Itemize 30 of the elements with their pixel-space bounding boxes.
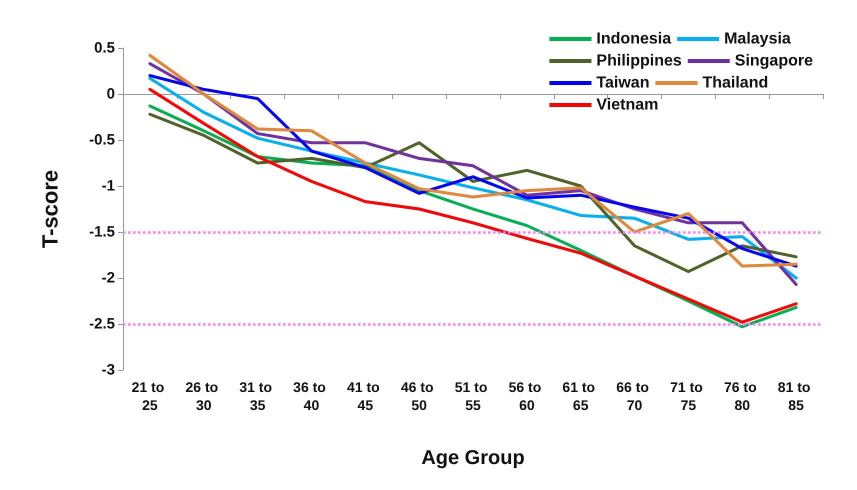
x-tick-label: 66 to 70	[616, 379, 653, 413]
x-tick-label: 71 to 75	[670, 379, 707, 413]
y-tick-label: -1	[102, 178, 115, 194]
x-tick-label: 76 to 80	[724, 379, 761, 413]
x-tick-label: 61 to 65	[562, 379, 599, 413]
y-tick-label: -3	[102, 362, 115, 378]
y-tick-label: -1.5	[89, 224, 115, 240]
x-tick-label: 46 to 50	[400, 379, 438, 413]
legend-label: Taiwan	[596, 74, 650, 92]
x-tick-label: 26 to 30	[185, 379, 222, 413]
legend-label: Indonesia	[596, 30, 672, 48]
x-tick-label: 31 to 35	[239, 379, 276, 413]
y-tick-label: 0	[106, 86, 115, 102]
x-tick-label: 41 to 45	[347, 379, 384, 413]
y-tick-label: -0.5	[89, 132, 115, 148]
x-tick-label: 21 to 25	[132, 379, 168, 413]
legend-label: Thailand	[702, 74, 768, 92]
x-tick-label: 36 to 40	[293, 379, 330, 413]
y-tick-label: -2	[102, 270, 115, 286]
x-tick-label: 51 to 55	[454, 379, 492, 413]
y-axis-title: T-score	[38, 170, 62, 248]
x-tick-label: 56 to 60	[508, 379, 546, 413]
y-tick-label: 0.5	[94, 40, 115, 56]
x-axis-title: Age Group	[421, 447, 525, 469]
legend-label: Malaysia	[724, 30, 791, 48]
y-tick-label: -2.5	[89, 316, 115, 332]
x-tick-label: 81 to 85	[778, 379, 814, 413]
legend-label: Philippines	[596, 52, 682, 70]
legend-label: Vietnam	[596, 96, 658, 114]
legend-label: Singapore	[734, 52, 814, 70]
